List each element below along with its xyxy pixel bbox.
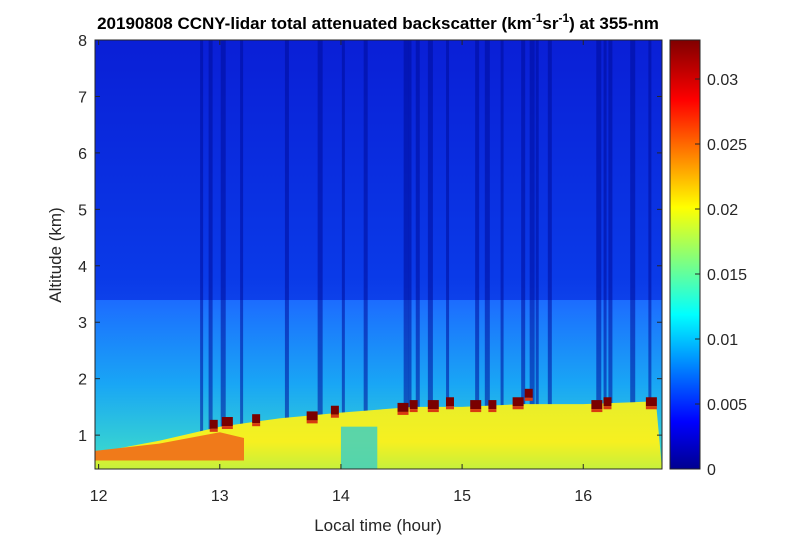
dark-stripe-24 (648, 40, 652, 469)
cloud-event-12 (524, 388, 533, 398)
cloud-events (209, 388, 657, 432)
dark-stripe-22 (608, 40, 613, 469)
dark-stripe-9 (408, 40, 412, 469)
dark-stripe-6 (341, 40, 345, 469)
x-axis-label: Local time (hour) (314, 516, 442, 535)
dark-stripe-5 (317, 40, 323, 469)
y-tick-label-6: 7 (78, 89, 87, 106)
dark-signal-stripes (200, 40, 652, 469)
x-axis-ticks: 12 13 14 15 16 (90, 40, 592, 505)
dark-stripe-1 (208, 40, 213, 469)
cloud-event-10 (488, 400, 497, 410)
colorbar-tick-label-6: 0.03 (707, 72, 738, 89)
cloud-edge-0 (209, 428, 218, 432)
dark-stripe-3 (240, 40, 244, 469)
colorbar-tick-label-5: 0.025 (707, 137, 747, 154)
cloud-edge-3 (306, 420, 318, 424)
cloud-event-1 (221, 417, 233, 427)
colorbar-tick-label-4: 0.02 (707, 202, 738, 219)
colorbar-tick-label-1: 0.005 (707, 397, 747, 414)
colorbar: 0 0.005 0.01 0.015 0.02 0.025 0.03 (669, 39, 747, 479)
plot-frame (94, 39, 663, 470)
dark-stripe-21 (603, 40, 607, 469)
chart-title: 20190808 CCNY-lidar total attenuated bac… (97, 11, 659, 33)
cloud-edge-4 (330, 414, 339, 418)
dark-stripe-11 (427, 40, 433, 469)
dark-stripe-12 (446, 40, 450, 469)
dark-stripe-13 (475, 40, 480, 469)
x-tick-label-2: 14 (332, 488, 350, 505)
cloud-event-11 (512, 397, 524, 407)
cloud-event-7 (427, 400, 439, 410)
cloud-edge-6 (409, 409, 418, 413)
dark-stripe-10 (415, 40, 420, 469)
y-tick-label-5: 6 (78, 146, 87, 163)
cloud-event-2 (252, 414, 261, 424)
dark-stripe-19 (547, 40, 552, 469)
cloud-edge-5 (397, 411, 409, 415)
cloud-edge-2 (252, 423, 261, 427)
cloud-edge-10 (488, 409, 497, 413)
cloud-event-15 (645, 397, 657, 407)
heatmap-plot-area (95, 40, 662, 469)
cloud-event-5 (397, 402, 409, 412)
cloud-edge-12 (524, 397, 533, 401)
cloud-event-6 (409, 400, 418, 410)
dark-stripe-7 (363, 40, 368, 469)
cloud-edge-9 (470, 409, 482, 413)
dark-stripe-20 (596, 40, 602, 469)
dark-stripe-16 (521, 40, 526, 469)
colorbar-ticks: 0 0.005 0.01 0.015 0.02 0.025 0.03 (695, 72, 747, 479)
y-tick-label-1: 2 (78, 372, 87, 389)
dark-stripe-2 (220, 40, 226, 469)
colorbar-tick-label-2: 0.01 (707, 332, 738, 349)
dark-stripe-17 (529, 40, 535, 469)
cloud-edge-1 (221, 426, 233, 430)
colorbar-gradient (670, 40, 700, 469)
cloud-edge-8 (445, 406, 454, 410)
dark-stripe-23 (630, 40, 636, 469)
y-tick-label-2: 3 (78, 315, 87, 332)
dark-stripe-18 (535, 40, 539, 469)
y-tick-label-3: 4 (78, 259, 87, 276)
y-axis-label: Altitude (km) (46, 207, 65, 302)
cloud-event-13 (591, 400, 603, 410)
dark-stripe-4 (284, 40, 289, 469)
cloud-edge-13 (591, 409, 603, 413)
y-tick-label-7: 8 (78, 33, 87, 50)
cloud-event-0 (209, 419, 218, 429)
dark-stripe-8 (403, 40, 409, 469)
colorbar-tick-label-3: 0.015 (707, 267, 747, 284)
dark-stripe-14 (484, 40, 490, 469)
y-axis-ticks: 1 2 3 4 5 6 7 8 (78, 33, 662, 445)
cloud-event-14 (603, 397, 612, 407)
cloud-edge-15 (645, 406, 657, 410)
cloud-edge-14 (603, 406, 612, 410)
y-tick-label-0: 1 (78, 428, 87, 445)
cloud-event-4 (330, 405, 339, 415)
y-tick-label-4: 5 (78, 202, 87, 219)
x-tick-label-1: 13 (211, 488, 229, 505)
x-tick-label-4: 16 (574, 488, 592, 505)
low-signal-gap (340, 426, 378, 469)
x-tick-label-0: 12 (90, 488, 108, 505)
dark-stripe-15 (500, 40, 504, 469)
x-tick-label-3: 15 (453, 488, 471, 505)
colorbar-tick-label-0: 0 (707, 462, 716, 479)
dark-stripe-0 (200, 40, 204, 469)
cloud-edge-7 (427, 409, 439, 413)
colorbar-frame (669, 39, 701, 470)
early-warm-aerosol-layer (95, 432, 244, 461)
cloud-event-3 (306, 411, 318, 421)
cloud-event-9 (470, 400, 482, 410)
cloud-edge-11 (512, 406, 524, 410)
cloud-event-8 (445, 397, 454, 407)
